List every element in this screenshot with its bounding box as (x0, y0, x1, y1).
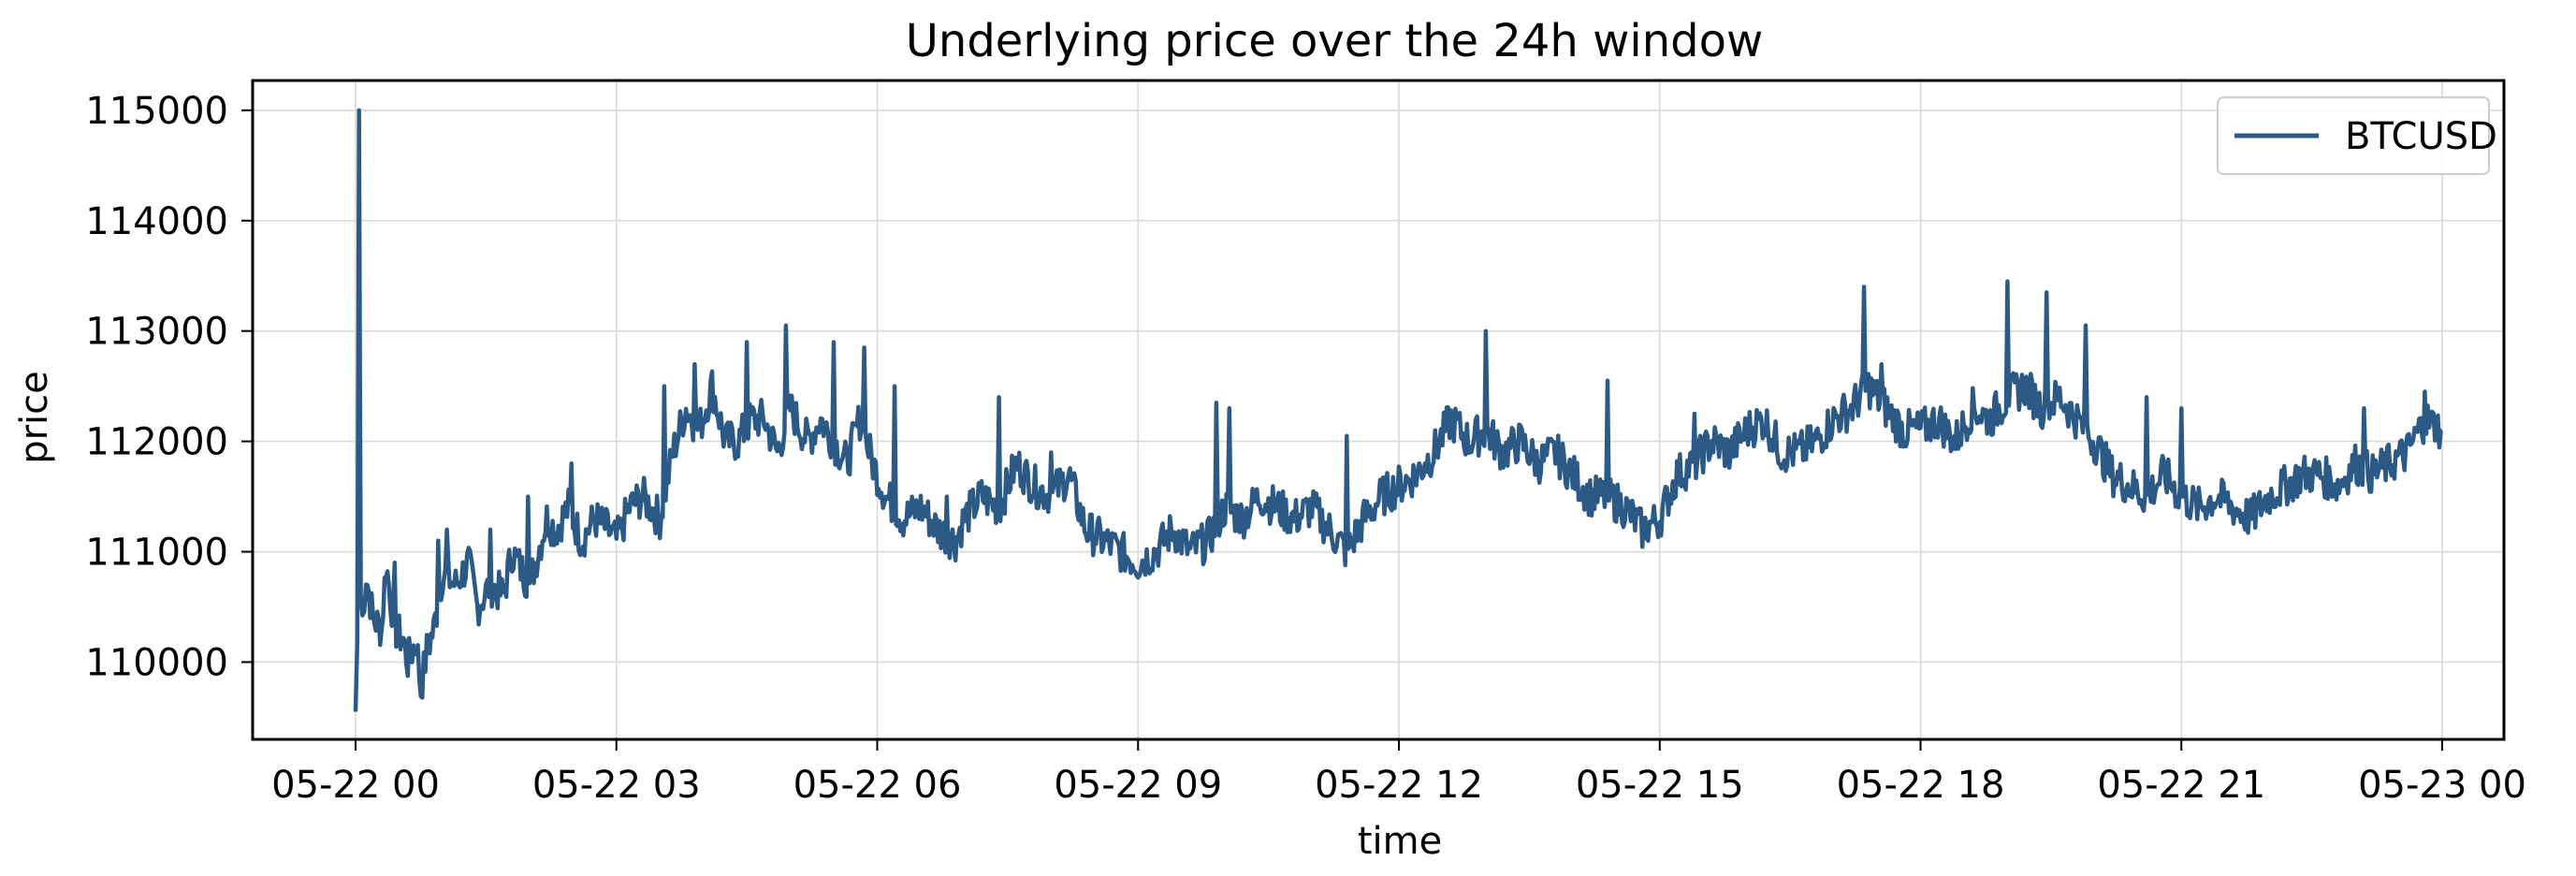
legend: BTCUSD (2217, 96, 2497, 175)
x-tick-label: 05-22 09 (1054, 764, 1222, 807)
y-tick-label: 113000 (85, 311, 228, 354)
x-tick-label: 05-22 00 (271, 764, 440, 807)
y-tick-label: 111000 (85, 532, 228, 575)
y-tick-label: 115000 (85, 90, 228, 133)
x-axis-label: time (1358, 820, 1442, 863)
y-tick-label: 112000 (85, 421, 228, 464)
y-tick-label: 114000 (85, 200, 228, 243)
y-axis-label: price (13, 371, 56, 464)
legend-box (2217, 96, 2490, 175)
x-tick-label: 05-22 21 (2097, 764, 2265, 807)
x-axis: 05-22 00 05-22 03 05-22 06 05-22 09 05-22 12… (271, 739, 2526, 807)
grid-lines (253, 80, 2504, 739)
x-tick-label: 05-22 03 (532, 764, 701, 807)
legend-label-btcusd: BTCUSD (2345, 115, 2497, 158)
chart-title: Underlying price over the 24h window (906, 15, 1763, 67)
series-layer (353, 108, 2443, 712)
x-tick-label: 05-22 18 (1837, 764, 2005, 807)
x-tick-label: 05-22 06 (793, 764, 962, 807)
plot-area-frame (251, 79, 2506, 741)
x-tick-label: 05-23 00 (2358, 764, 2526, 807)
series-line-btcusd (353, 108, 2443, 712)
y-axis: 110000 111000 112000 113000 114000 115000 (85, 90, 253, 684)
x-tick-label: 05-22 12 (1315, 764, 1483, 807)
x-tick-label: 05-22 15 (1576, 764, 1744, 807)
y-tick-label: 110000 (85, 641, 228, 684)
